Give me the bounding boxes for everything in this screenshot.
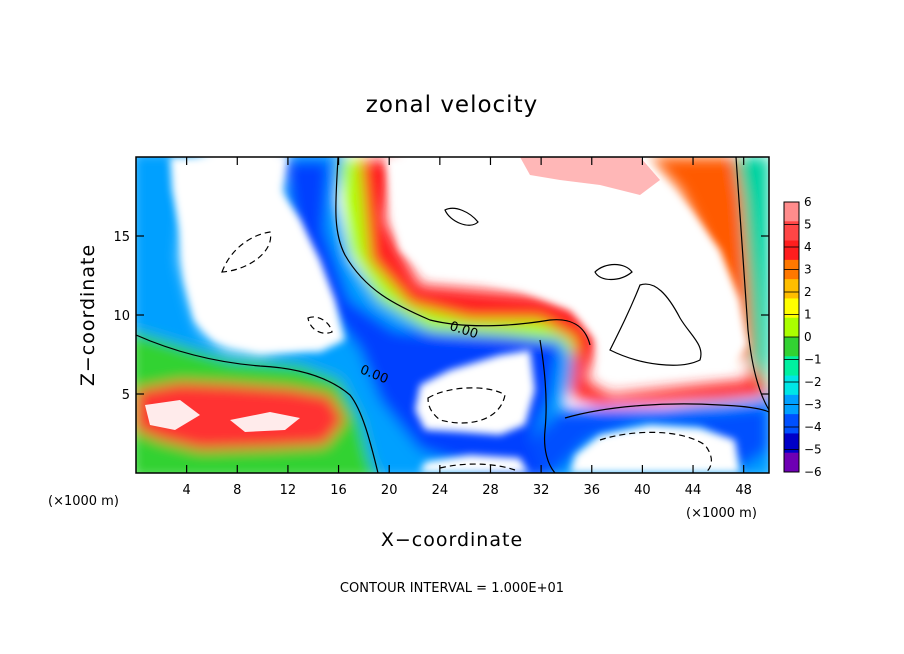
colorbar-label-8: −2 xyxy=(804,375,822,389)
y-tick-label-2: 15 xyxy=(113,230,130,245)
field-region-upper-right-calm xyxy=(385,157,748,375)
contour-closed-right xyxy=(594,263,633,281)
colorbar-label-0: 6 xyxy=(804,195,812,209)
y-unit-label: (×1000 m) xyxy=(48,494,119,509)
x-tick-label-6: 28 xyxy=(482,483,499,498)
x-tick-label-1: 8 xyxy=(233,483,241,498)
x-tick-label-0: 4 xyxy=(182,483,190,498)
contour-dashed-lower-right xyxy=(599,431,712,473)
contour-closed-upper xyxy=(444,207,479,226)
colorbar-label-10: −4 xyxy=(804,420,822,434)
colorbar-swatch-2 xyxy=(784,240,799,261)
x-tick-label-5: 24 xyxy=(432,483,449,498)
colorbar-label-12: −6 xyxy=(804,465,822,479)
contour-dashed-center xyxy=(427,387,506,424)
x-tick-label-10: 44 xyxy=(685,483,702,498)
heatmap-field xyxy=(136,157,769,473)
colorbar-swatch-11 xyxy=(784,414,799,434)
colorbar-swatch-8 xyxy=(784,356,799,377)
colorbar-swatch-6 xyxy=(784,317,799,338)
y-axis-label: Z−coordinate xyxy=(77,244,99,386)
contour-zero-channel xyxy=(539,339,556,473)
colorbar: 6 5 4 3 2 1 0 −1 −2 −3 −4 −5 −6 xyxy=(783,195,822,479)
colorbar-swatch-9 xyxy=(784,375,799,396)
x-tick-label-3: 16 xyxy=(330,483,347,498)
colorbar-swatch-1 xyxy=(784,221,799,242)
colorbar-label-5: 1 xyxy=(804,308,812,322)
x-tick-label-2: 12 xyxy=(280,483,297,498)
colorbar-swatch-0 xyxy=(784,202,799,222)
chart-title: zonal velocity xyxy=(366,92,538,118)
x-tick-label-8: 36 xyxy=(583,483,600,498)
field-region-lower-negative xyxy=(530,405,769,473)
x-unit-label: (×1000 m) xyxy=(686,506,757,521)
colorbar-label-2: 4 xyxy=(804,240,812,254)
colorbar-swatch-7 xyxy=(784,337,799,357)
colorbar-swatch-4 xyxy=(784,279,799,299)
field-region-right-edge xyxy=(735,157,769,395)
contour-zero-upper xyxy=(335,157,591,346)
contour-dashed-small xyxy=(307,316,333,334)
y-tick-label-1: 10 xyxy=(113,309,130,324)
x-axis-label: X−coordinate xyxy=(381,529,523,551)
colorbar-swatch-12 xyxy=(784,433,799,454)
field-region-center-calm xyxy=(415,350,535,435)
field-region-upper-left-calm xyxy=(170,157,345,352)
contour-zero-right xyxy=(735,157,769,411)
contour-zero-left xyxy=(136,334,379,473)
colorbar-label-9: −3 xyxy=(804,398,822,412)
x-tick-label-9: 40 xyxy=(634,483,651,498)
contour-zero-lower xyxy=(564,403,769,419)
colorbar-label-4: 2 xyxy=(804,285,812,299)
x-tick-label-7: 32 xyxy=(533,483,550,498)
colorbar-label-6: 0 xyxy=(804,330,812,344)
y-tick-label-0: 5 xyxy=(122,388,130,403)
field-region-left-pocket-white xyxy=(145,400,300,432)
x-tick-label-4: 20 xyxy=(381,483,398,498)
contour-closed-right-large xyxy=(609,283,702,366)
y-axis: 5 10 15 xyxy=(113,230,769,403)
field-region-left-positive xyxy=(136,382,345,450)
field-region-top-pink xyxy=(520,157,660,195)
colorbar-swatch-13 xyxy=(784,452,799,473)
x-tick-label-11: 48 xyxy=(735,483,752,498)
colorbar-label-1: 5 xyxy=(804,218,812,232)
colorbar-swatch-5 xyxy=(784,298,799,319)
contour-dashed-lines xyxy=(221,231,712,473)
contour-dashed-upper-left xyxy=(221,231,272,273)
contour-lines xyxy=(136,157,769,473)
colorbar-label-3: 3 xyxy=(804,263,812,277)
contour-interval-note: CONTOUR INTERVAL = 1.000E+01 xyxy=(340,581,564,596)
colorbar-label-7: −1 xyxy=(804,353,822,367)
colorbar-label-11: −5 xyxy=(804,443,822,457)
x-axis: 4 8 12 16 20 24 28 32 36 40 44 48 xyxy=(182,157,752,498)
